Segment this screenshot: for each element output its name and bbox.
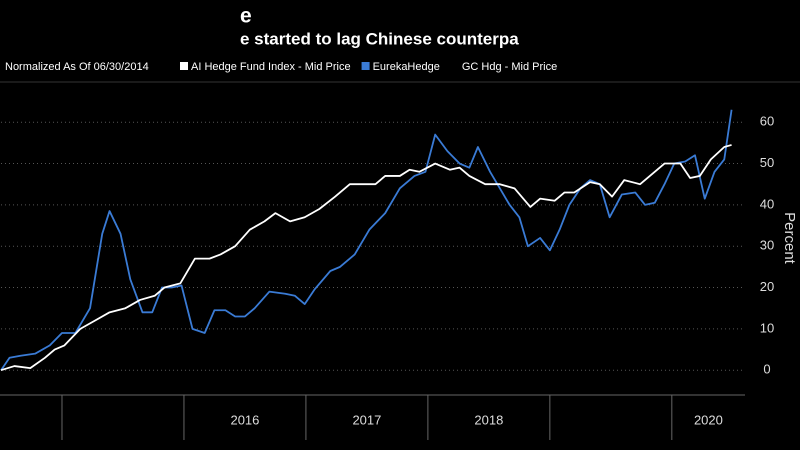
- series-line: [0, 109, 733, 371]
- y-tick-label: 0: [763, 362, 770, 377]
- legend-swatch: [361, 62, 370, 70]
- y-tick-label: 60: [760, 114, 774, 129]
- legend-label: EurekaHedge: [373, 61, 440, 73]
- chart-title: e: [240, 5, 252, 28]
- x-tick-label: 2020: [694, 412, 723, 427]
- series-line: [0, 144, 732, 372]
- chart-subtitle: e started to lag Chinese counterpa: [240, 29, 519, 48]
- legend-label: AI Hedge Fund Index - Mid Price: [191, 61, 351, 73]
- y-tick-label: 40: [760, 196, 774, 211]
- y-tick-label: 20: [760, 279, 774, 294]
- y-tick-label: 10: [760, 320, 774, 335]
- y-axis-label: Percent: [781, 212, 798, 265]
- x-tick-label: 2018: [474, 412, 503, 427]
- legend-swatch: [450, 62, 459, 70]
- legend-swatch: [180, 62, 188, 70]
- x-tick-label: 2017: [352, 412, 381, 427]
- normalization-note: Normalized As Of 06/30/2014: [5, 61, 149, 73]
- y-tick-label: 50: [760, 155, 774, 170]
- y-tick-label: 30: [760, 238, 774, 253]
- x-tick-label: 2016: [230, 412, 259, 427]
- legend-label: GC Hdg - Mid Price: [462, 61, 557, 73]
